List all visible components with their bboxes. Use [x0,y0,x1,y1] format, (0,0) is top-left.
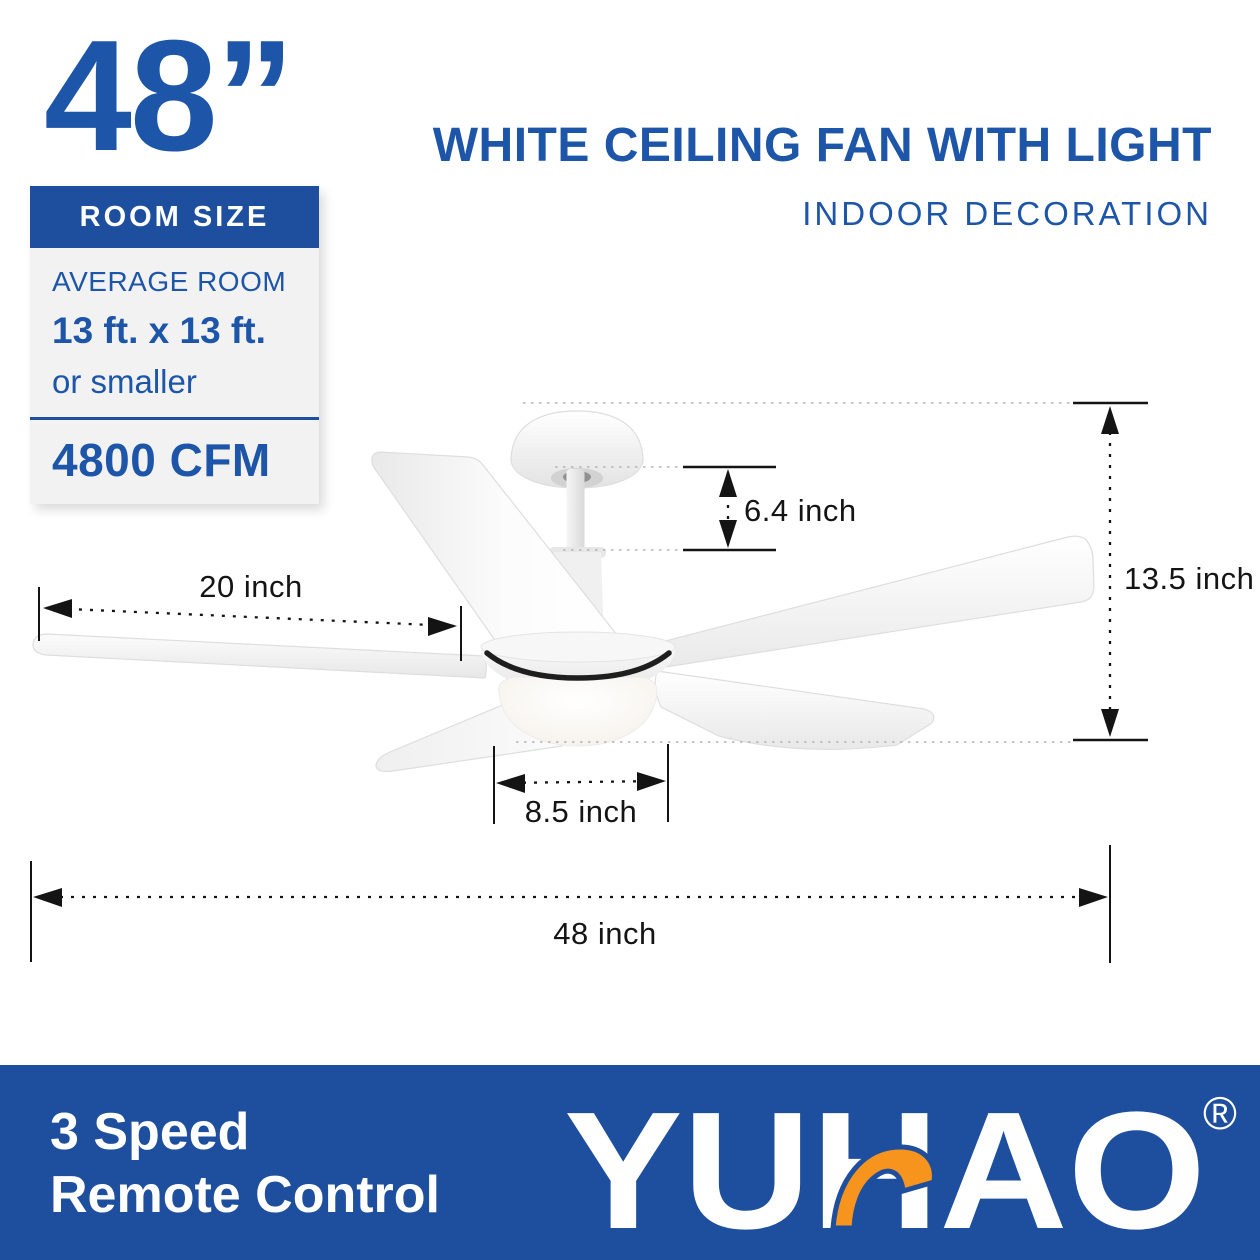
dimension-fan-diameter: 48 inch [30,845,1111,963]
fan-light-kit [498,676,658,747]
dimension-downrod-height: 6.4 inch [555,465,857,552]
fan-blade-left [32,633,487,679]
logo-swoosh-icon [830,1144,937,1231]
fan-diameter-label: 48 inch [553,916,656,951]
card-divider [30,417,319,420]
downrod-height-label: 6.4 inch [744,493,857,528]
room-type-label: AVERAGE ROOM [52,266,287,297]
footer-bar: 3 Speed Remote Control YUHAO ® [0,1065,1260,1260]
fan-blade-lower-right [654,670,935,750]
title-block: WHITE CEILING FAN WITH LIGHT INDOOR DECO… [433,118,1212,233]
room-dimensions-value: 13 ft. x 13 ft. [52,310,266,351]
room-size-qualifier: or smaller [52,363,197,400]
feature-text: 3 Speed Remote Control [50,1101,440,1227]
dimension-light-diameter: 8.5 inch [493,744,669,829]
registered-trademark-icon: ® [1203,1087,1237,1139]
fan-motor-top-rim [480,631,676,663]
airflow-value: 4800 CFM [52,434,271,486]
light-diameter-label: 8.5 inch [525,794,638,829]
product-subtitle: INDOOR DECORATION [802,195,1212,232]
blade-length-label: 20 inch [199,569,302,604]
room-size-card: ROOM SIZE AVERAGE ROOM 13 ft. x 13 ft. o… [30,186,319,504]
ceiling-fan-illustration [32,410,1095,773]
room-size-card-body: AVERAGE ROOM 13 ft. x 13 ft. or smaller … [30,248,319,504]
feature-line-2: Remote Control [50,1166,440,1224]
yuhao-logo: YUHAO ® [564,1081,1237,1251]
fan-dimension-diagram: 6.4 inch 13.5 inch 20 inch [30,401,1254,963]
room-size-card-header: ROOM SIZE [30,186,319,248]
fan-blade-upper-right [640,535,1095,670]
fan-canopy [510,410,644,489]
dimension-fan-height: 13.5 inch [1073,401,1254,742]
feature-line-1: 3 Speed [50,1103,250,1161]
fan-size-heading: 48” [44,8,295,184]
fan-accent-ring [484,650,672,681]
fan-downrod [566,469,585,557]
product-title: WHITE CEILING FAN WITH LIGHT [432,119,1212,172]
fan-height-label: 13.5 inch [1124,561,1254,596]
dimension-annotations: 6.4 inch 13.5 inch 20 inch [30,401,1254,963]
dimension-blade-length: 20 inch [38,569,462,661]
